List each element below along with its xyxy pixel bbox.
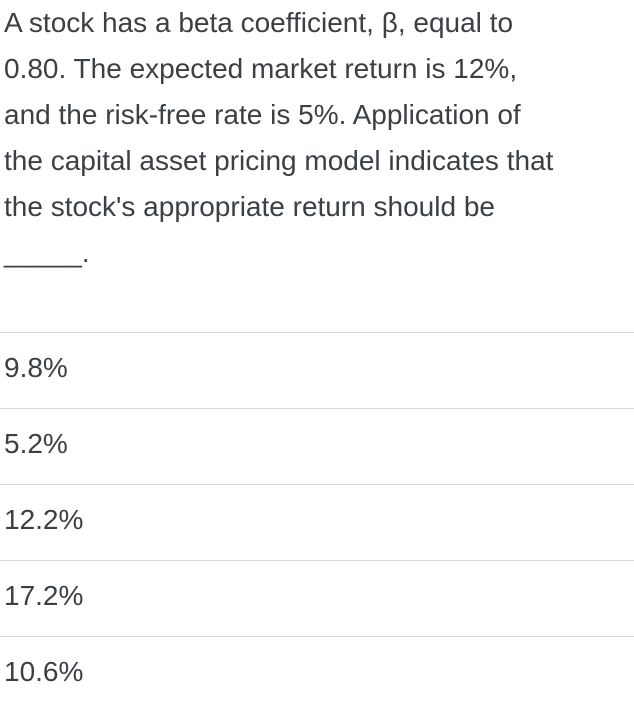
answer-option-2[interactable]: 5.2% bbox=[0, 408, 634, 484]
question-line: the stock's appropriate return should be bbox=[4, 191, 495, 222]
answer-option-label: 9.8% bbox=[4, 351, 68, 383]
question-line: 0.80. The expected market return is 12%, bbox=[4, 53, 518, 84]
answer-option-1[interactable]: 9.8% bbox=[0, 332, 634, 408]
question-line: the capital asset pricing model indicate… bbox=[4, 145, 554, 176]
answer-list: 9.8% 5.2% 12.2% 17.2% 10.6% bbox=[0, 332, 634, 702]
question-blank-line: _____. bbox=[4, 237, 90, 268]
answer-option-4[interactable]: 17.2% bbox=[0, 560, 634, 636]
question-text: A stock has a beta coefficient, β, equal… bbox=[0, 0, 634, 276]
answer-option-label: 10.6% bbox=[4, 655, 84, 687]
answer-option-3[interactable]: 12.2% bbox=[0, 484, 634, 560]
answer-option-5[interactable]: 10.6% bbox=[0, 636, 634, 702]
answer-option-label: 17.2% bbox=[4, 579, 84, 611]
answer-option-label: 5.2% bbox=[4, 427, 68, 459]
question-line: and the risk-free rate is 5%. Applicatio… bbox=[4, 99, 521, 130]
question-line: A stock has a beta coefficient, β, equal… bbox=[4, 7, 514, 38]
answer-option-label: 12.2% bbox=[4, 503, 84, 535]
